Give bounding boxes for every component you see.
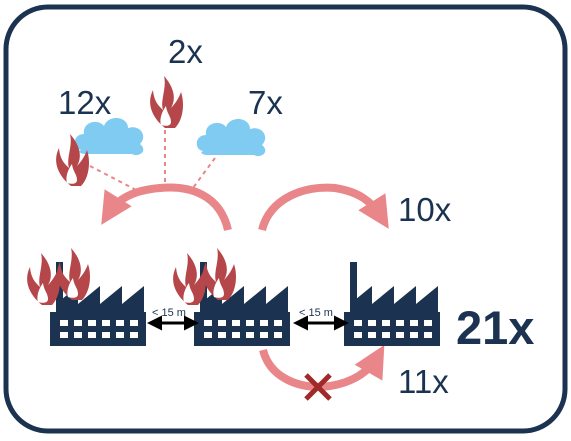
cloud-right-label: 7x [248,84,283,121]
arrow-lower-right [259,344,385,391]
distance-right-label: < 15 m [299,307,333,319]
connector-left-line [89,165,141,193]
arrow-upper-right [258,183,389,232]
fire-top-label: 2x [168,33,203,70]
arrow-lower-right-label: 11x [398,363,449,400]
frame-border [3,4,568,434]
arrow-upper-right-label: 10x [398,191,452,228]
connector-right-line [189,157,216,193]
distance-left-label: < 15 m [152,307,186,319]
total-label: 21x [456,301,534,354]
fire-left-label: 12x [58,84,112,121]
cross-icon [304,373,332,401]
arrow-upper-left [101,183,232,232]
